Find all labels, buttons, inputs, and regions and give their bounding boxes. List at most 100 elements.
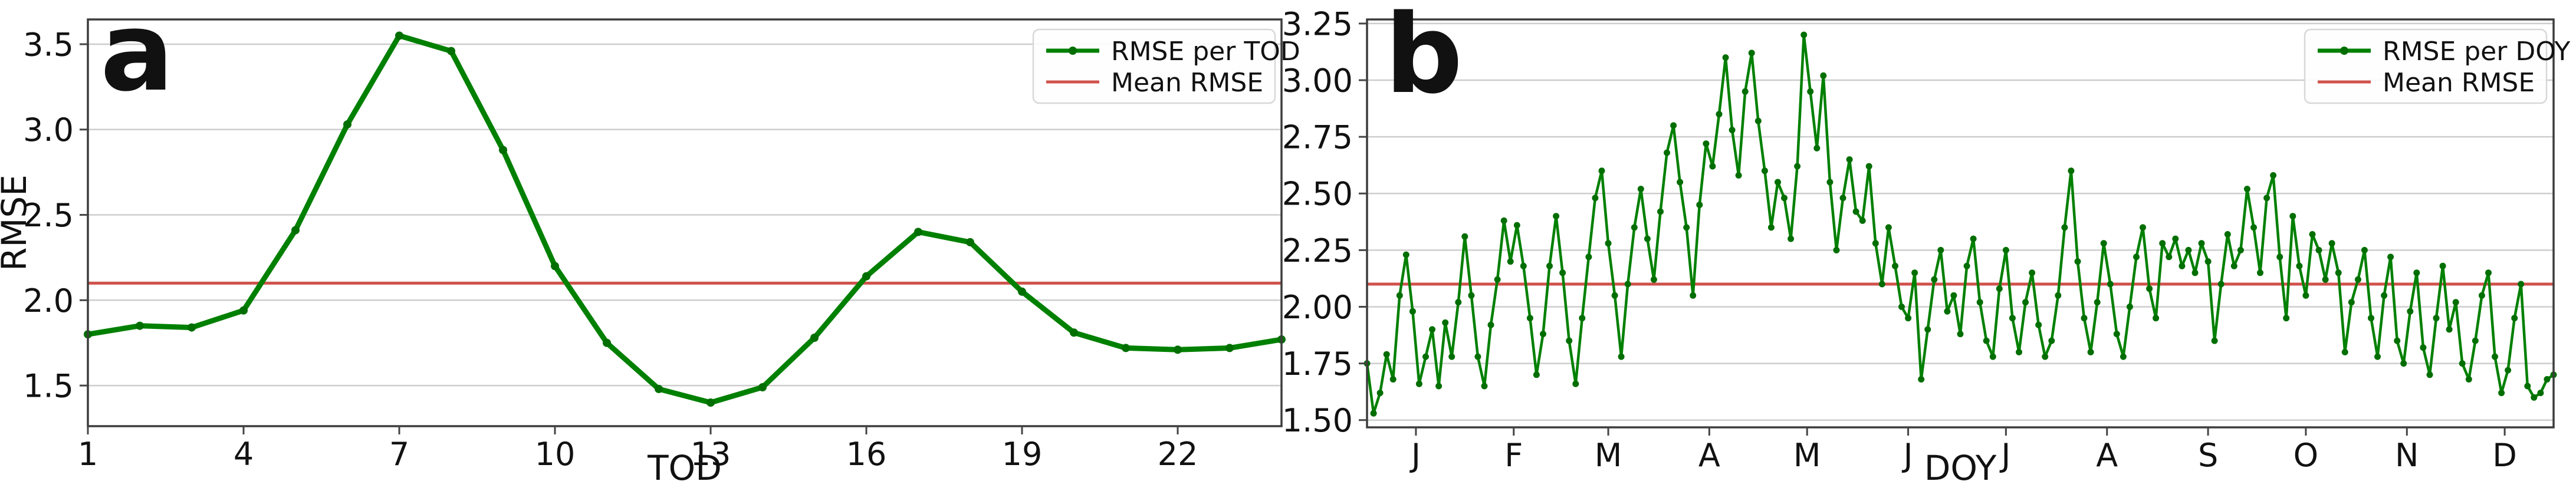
data-point-marker — [2100, 240, 2107, 247]
y-tick-label: 2.75 — [1282, 119, 1353, 156]
data-point-marker — [1657, 208, 1664, 215]
data-point-marker — [1585, 253, 1592, 261]
data-point-marker — [1474, 353, 1481, 360]
data-point-marker — [2283, 315, 2290, 322]
data-point-marker — [1852, 208, 1859, 215]
data-point-marker — [2309, 231, 2316, 238]
data-point-marker — [2505, 367, 2512, 374]
data-point-marker — [1018, 287, 1026, 296]
data-point-marker — [395, 31, 403, 40]
data-point-marker — [1775, 179, 1781, 186]
data-point-marker — [1631, 224, 1638, 231]
legend-label: RMSE per TOD — [1111, 37, 1300, 67]
data-point-marker — [1918, 376, 1925, 383]
data-point-marker — [2126, 304, 2133, 310]
data-point-marker — [1716, 111, 1723, 118]
data-point-marker — [2400, 360, 2407, 367]
data-point-marker — [1500, 217, 1507, 224]
data-point-marker — [2055, 292, 2062, 299]
legend-swatch-marker — [2340, 47, 2348, 55]
y-tick-label: 1.50 — [1282, 402, 1353, 439]
axes-spines — [1366, 18, 2555, 429]
axes-spines — [87, 18, 1283, 427]
data-point-marker — [2009, 315, 2016, 322]
data-point-marker — [1513, 222, 1520, 229]
data-point-marker — [2498, 390, 2505, 397]
legend-label: RMSE per DOY — [2383, 37, 2570, 67]
data-point-marker — [1487, 321, 1494, 328]
data-point-marker — [1383, 351, 1390, 358]
data-point-marker — [2302, 292, 2309, 299]
data-point-marker — [2029, 269, 2036, 276]
data-point-marker — [1683, 224, 1690, 231]
data-point-marker — [2537, 390, 2544, 397]
data-point-marker — [2087, 348, 2094, 355]
data-point-marker — [2531, 394, 2538, 401]
data-point-marker — [1892, 262, 1898, 269]
data-point-marker — [2433, 315, 2440, 322]
data-point-marker — [1553, 213, 1560, 220]
data-point-marker — [1402, 251, 1409, 258]
data-point-marker — [2172, 235, 2179, 242]
data-point-marker — [2407, 308, 2414, 315]
y-tick-label: 3.5 — [23, 26, 74, 63]
data-point-marker — [188, 323, 196, 332]
data-point-marker — [1911, 269, 1918, 276]
data-point-marker — [2394, 337, 2401, 344]
data-point-marker — [1767, 224, 1775, 231]
data-point-marker — [1944, 308, 1951, 315]
data-point-marker — [1526, 315, 1533, 322]
data-point-marker — [1376, 390, 1384, 397]
x-tick-label: 7 — [389, 436, 409, 473]
data-point-marker — [2485, 269, 2492, 276]
data-point-marker — [1644, 235, 1651, 242]
data-point-marker — [1963, 262, 1970, 269]
data-point-marker — [1070, 328, 1078, 337]
data-point-marker — [1448, 353, 1455, 360]
data-point-marker — [1872, 240, 1879, 247]
data-point-marker — [2224, 231, 2231, 238]
data-point-marker — [2204, 258, 2212, 265]
data-point-marker — [2315, 246, 2322, 253]
data-point-marker — [1905, 315, 1912, 322]
x-tick-label: A — [1698, 437, 1720, 474]
data-point-marker — [1494, 276, 1501, 283]
x-tick-label: F — [1504, 437, 1523, 474]
data-point-marker — [1396, 292, 1403, 299]
data-point-marker — [1677, 179, 1684, 186]
data-point-marker — [1455, 299, 1462, 306]
data-point-marker — [1937, 246, 1944, 253]
data-point-marker — [1520, 262, 1527, 269]
y-tick-label: 3.0 — [23, 111, 74, 149]
x-tick-label: 10 — [535, 436, 576, 473]
data-point-marker — [2094, 299, 2101, 306]
data-point-marker — [136, 321, 144, 330]
x-tick-label: 4 — [234, 436, 254, 473]
x-tick-label: 13 — [691, 436, 731, 473]
data-point-marker — [2322, 276, 2329, 283]
data-point-marker — [603, 338, 611, 347]
data-point-marker — [2296, 262, 2303, 269]
data-point-marker — [1546, 262, 1553, 269]
data-point-marker — [1742, 88, 1749, 95]
data-point-marker — [1820, 72, 1827, 79]
y-tick-label: 1.75 — [1282, 345, 1353, 383]
x-tick-label: A — [2096, 437, 2118, 474]
data-point-marker — [2518, 281, 2525, 288]
data-point-marker — [2179, 262, 2186, 269]
x-axis-label: DOY — [1924, 448, 1997, 488]
data-point-marker — [2120, 353, 2127, 360]
data-point-marker — [1122, 344, 1130, 352]
y-tick-label: 3.25 — [1282, 5, 1353, 42]
x-tick-label: J — [1902, 437, 1913, 474]
x-tick-label: J — [1409, 437, 1421, 474]
y-tick-label: 2.50 — [1282, 176, 1353, 213]
data-point-marker — [1898, 304, 1905, 310]
data-point-marker — [2465, 376, 2472, 383]
data-point-marker — [291, 226, 300, 235]
data-point-marker — [1174, 345, 1182, 354]
data-point-marker — [1846, 156, 1853, 163]
data-point-marker — [2459, 360, 2466, 367]
data-point-marker — [1983, 337, 1990, 344]
